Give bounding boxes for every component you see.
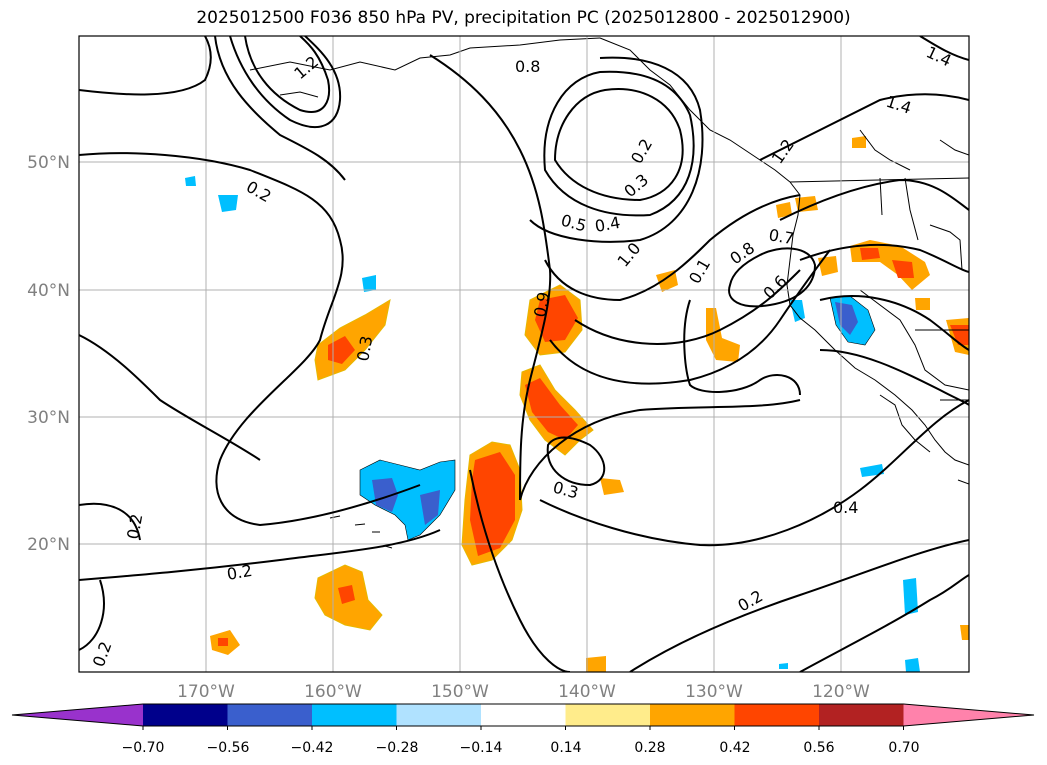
contour-label: 0.8: [515, 57, 540, 76]
colorbar-extend-left: [12, 704, 143, 726]
colorbar-tick-label: 0.42: [719, 740, 750, 756]
map-title: 2025012500 F036 850 hPa PV, precipitatio…: [196, 8, 851, 28]
colorbar-segment: [143, 704, 228, 726]
lon-label: 130°W: [685, 682, 743, 702]
map-frame: [78, 35, 970, 673]
lon-label: 150°W: [431, 682, 489, 702]
lat-label: 40°N: [27, 281, 70, 301]
lon-labels: 170°W 160°W 150°W 140°W 130°W 120°W: [177, 682, 870, 702]
contour-label: 0.3: [353, 334, 376, 362]
contour-label: 0.9: [530, 290, 553, 318]
lon-label: 160°W: [304, 682, 362, 702]
lat-label: 50°N: [27, 153, 70, 173]
colorbar-tick-label: −0.28: [376, 740, 419, 756]
colorbar-segment: [650, 704, 735, 726]
colorbar-segment: [734, 704, 820, 726]
lon-label: 140°W: [558, 682, 616, 702]
contour-label: 0.2: [225, 561, 253, 584]
colorbar-segment: [396, 704, 482, 726]
colorbar-segment: [481, 704, 566, 726]
contour-label: 0.7: [767, 225, 795, 248]
colorbar-segment: [312, 704, 397, 726]
contour-label: 0.4: [593, 213, 621, 236]
colorbar-tick-label: 0.28: [634, 740, 665, 756]
colorbar-tick-label: −0.14: [460, 740, 503, 756]
lon-label: 120°W: [812, 682, 870, 702]
lon-label: 170°W: [177, 682, 235, 702]
colorbar-tick-label: −0.70: [122, 740, 165, 756]
colorbar-tick-label: −0.56: [207, 740, 250, 756]
map-area: [79, 36, 969, 672]
colorbar-extend-right: [903, 704, 1034, 726]
colorbar-tick-label: −0.42: [291, 740, 334, 756]
colorbar-tick-label: 0.70: [888, 740, 919, 756]
contour-label: 0.2: [123, 512, 146, 540]
lat-labels: 50°N 40°N 30°N 20°N: [27, 153, 70, 555]
lat-label: 30°N: [27, 408, 70, 428]
colorbar-ticks: −0.70 −0.56 −0.42 −0.28 −0.14 0.14 0.28 …: [122, 740, 920, 756]
colorbar: [11, 703, 1035, 730]
colorbar-segment: [565, 704, 651, 726]
colorbar-segment: [819, 704, 904, 726]
lat-label: 20°N: [27, 535, 70, 555]
pv-contours: [79, 36, 969, 672]
colorbar-tick-label: 0.14: [550, 740, 581, 756]
colorbar-tick-label: 0.56: [803, 740, 834, 756]
colorbar-segment: [227, 704, 313, 726]
contour-label: 0.4: [833, 498, 858, 517]
